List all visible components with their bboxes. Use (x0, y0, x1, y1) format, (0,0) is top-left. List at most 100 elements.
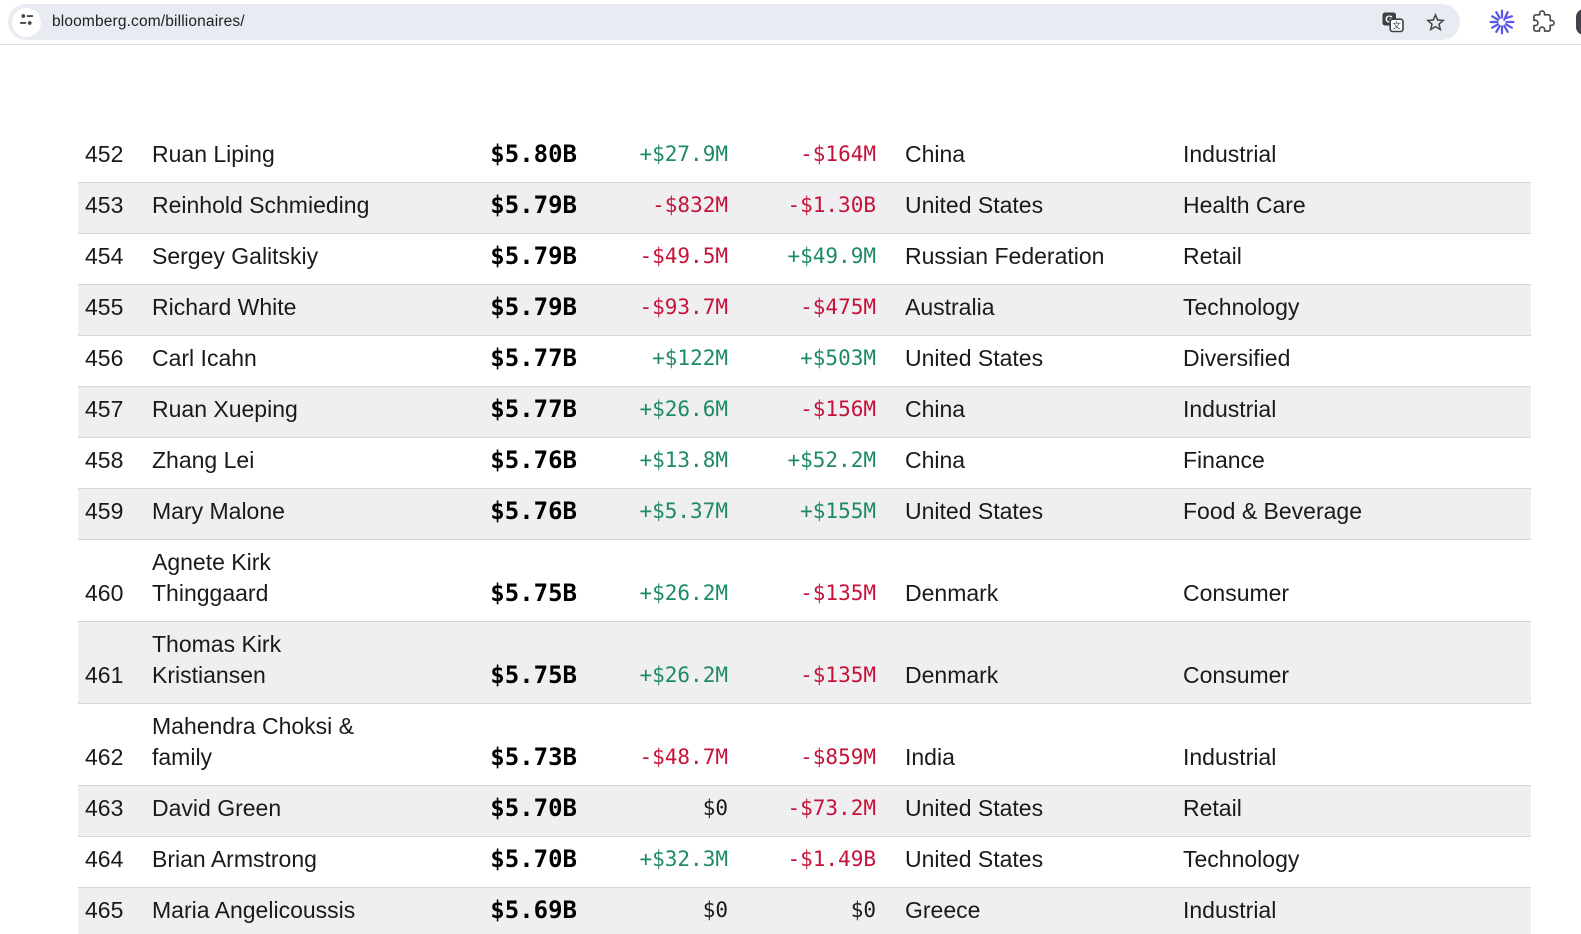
tune-icon (18, 11, 35, 33)
industry-cell: Industrial (1183, 744, 1277, 770)
rank-cell: 461 (85, 662, 124, 688)
industry-cell: Industrial (1183, 141, 1277, 167)
networth-cell: $5.70B (490, 794, 577, 822)
industry-cell: Industrial (1183, 897, 1277, 923)
industry-cell: Retail (1183, 243, 1242, 269)
industry-cell: Finance (1183, 447, 1265, 473)
country-cell: United States (905, 192, 1044, 218)
country-cell: United States (905, 345, 1044, 371)
url-text: bloomberg.com/billionaires/ (52, 13, 245, 30)
table-row[interactable]: 459 Mary Malone $5.76B +$5.37M +$155M Un… (78, 489, 1531, 540)
translate-icon[interactable]: G 文 (1381, 10, 1405, 34)
industry-cell: Technology (1183, 294, 1300, 320)
profile-avatar[interactable] (1576, 9, 1581, 35)
name-cell: Agnete Kirk Thinggaard (152, 549, 271, 606)
country-cell: India (905, 744, 955, 770)
table-row[interactable]: 457 Ruan Xueping $5.77B +$26.6M -$156M C… (78, 387, 1531, 438)
ytd-change-cell: -$73.2M (787, 796, 876, 820)
industry-cell: Food & Beverage (1183, 498, 1363, 524)
bookmark-star-icon[interactable] (1424, 11, 1447, 34)
country-cell: China (905, 141, 966, 167)
page-content: 452 Ruan Liping $5.80B +$27.9M -$164M Ch… (0, 132, 1581, 934)
networth-cell: $5.79B (490, 191, 577, 219)
name-cell: Sergey Galitskiy (152, 243, 319, 269)
table-row[interactable]: 458 Zhang Lei $5.76B +$13.8M +$52.2M Chi… (78, 438, 1531, 489)
svg-text:G: G (1385, 14, 1393, 26)
extension-burst-icon[interactable] (1489, 9, 1515, 35)
ytd-change-cell: +$503M (800, 346, 876, 370)
name-cell: Brian Armstrong (152, 846, 317, 872)
networth-cell: $5.73B (490, 743, 577, 771)
networth-cell: $5.75B (490, 661, 577, 689)
table-row[interactable]: 461 Thomas Kirk Kristiansen $5.75B +$26.… (78, 622, 1531, 704)
networth-cell: $5.80B (490, 140, 577, 168)
daily-change-cell: +$27.9M (639, 142, 728, 166)
daily-change-cell: $0 (702, 796, 728, 820)
rank-cell: 464 (85, 846, 124, 872)
name-cell: Reinhold Schmieding (152, 192, 370, 218)
rank-cell: 455 (85, 294, 124, 320)
name-cell: Maria Angelicoussis (152, 897, 356, 923)
networth-cell: $5.79B (490, 242, 577, 270)
rank-cell: 459 (85, 498, 124, 524)
networth-cell: $5.75B (490, 579, 577, 607)
daily-change-cell: +$26.2M (639, 581, 728, 605)
rank-cell: 462 (85, 744, 124, 770)
daily-change-cell: +$5.37M (639, 499, 728, 523)
industry-cell: Industrial (1183, 396, 1277, 422)
rank-cell: 458 (85, 447, 124, 473)
address-bar[interactable]: bloomberg.com/billionaires/ G 文 (8, 4, 1460, 40)
rank-cell: 465 (85, 897, 124, 923)
ytd-change-cell: +$49.9M (787, 244, 876, 268)
industry-cell: Consumer (1183, 580, 1290, 606)
industry-cell: Diversified (1183, 345, 1291, 371)
name-cell: Richard White (152, 294, 297, 320)
country-cell: China (905, 447, 966, 473)
name-cell: Ruan Liping (152, 141, 275, 167)
networth-cell: $5.77B (490, 344, 577, 372)
industry-cell: Consumer (1183, 662, 1290, 688)
name-cell: Thomas Kirk Kristiansen (152, 631, 282, 688)
daily-change-cell: -$93.7M (639, 295, 728, 319)
ytd-change-cell: -$156M (800, 397, 876, 421)
ytd-change-cell: +$52.2M (787, 448, 876, 472)
networth-cell: $5.69B (490, 896, 577, 924)
table-row[interactable]: 454 Sergey Galitskiy $5.79B -$49.5M +$49… (78, 234, 1531, 285)
daily-change-cell: +$26.6M (639, 397, 728, 421)
extensions-puzzle-icon[interactable] (1532, 10, 1555, 33)
ytd-change-cell: -$135M (800, 663, 876, 687)
rank-cell: 463 (85, 795, 124, 821)
networth-cell: $5.76B (490, 497, 577, 525)
browser-toolbar: bloomberg.com/billionaires/ G 文 (0, 0, 1581, 45)
table-row[interactable]: 464 Brian Armstrong $5.70B +$32.3M -$1.4… (78, 837, 1531, 888)
rank-cell: 457 (85, 396, 124, 422)
table-row[interactable]: 452 Ruan Liping $5.80B +$27.9M -$164M Ch… (78, 132, 1531, 183)
daily-change-cell: +$13.8M (639, 448, 728, 472)
rank-cell: 460 (85, 580, 124, 606)
ytd-change-cell: -$1.30B (787, 193, 876, 217)
table-row[interactable]: 456 Carl Icahn $5.77B +$122M +$503M Unit… (78, 336, 1531, 387)
daily-change-cell: -$48.7M (639, 745, 728, 769)
rank-cell: 453 (85, 192, 124, 218)
table-row[interactable]: 465 Maria Angelicoussis $5.69B $0 $0 Gre… (78, 888, 1531, 934)
ytd-change-cell: -$859M (800, 745, 876, 769)
country-cell: Russian Federation (905, 243, 1105, 269)
rank-cell: 456 (85, 345, 124, 371)
table-row[interactable]: 463 David Green $5.70B $0 -$73.2M United… (78, 786, 1531, 837)
table-row[interactable]: 460 Agnete Kirk Thinggaard $5.75B +$26.2… (78, 540, 1531, 622)
daily-change-cell: +$32.3M (639, 847, 728, 871)
networth-cell: $5.70B (490, 845, 577, 873)
table-row[interactable]: 462 Mahendra Choksi & family $5.73B -$48… (78, 704, 1531, 786)
daily-change-cell: +$122M (652, 346, 728, 370)
country-cell: Denmark (905, 662, 999, 688)
country-cell: United States (905, 498, 1044, 524)
country-cell: Denmark (905, 580, 999, 606)
table-row[interactable]: 453 Reinhold Schmieding $5.79B -$832M -$… (78, 183, 1531, 234)
site-info-button[interactable] (12, 7, 41, 37)
networth-cell: $5.77B (490, 395, 577, 423)
ytd-change-cell: -$475M (800, 295, 876, 319)
rank-cell: 452 (85, 141, 124, 167)
daily-change-cell: -$49.5M (639, 244, 728, 268)
ytd-change-cell: -$135M (800, 581, 876, 605)
table-row[interactable]: 455 Richard White $5.79B -$93.7M -$475M … (78, 285, 1531, 336)
